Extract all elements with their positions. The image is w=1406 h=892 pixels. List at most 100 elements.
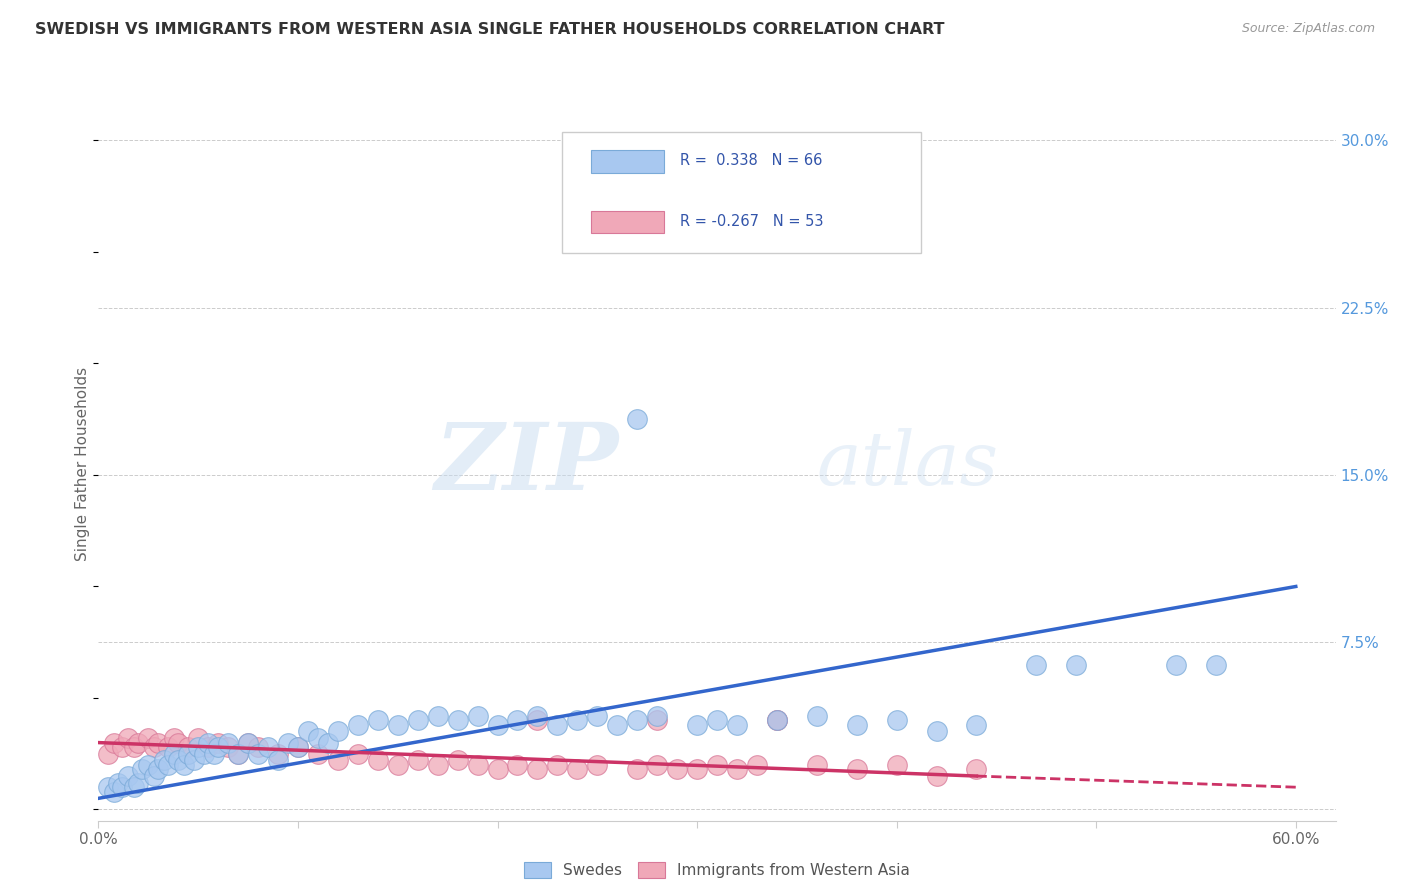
Point [157, 740, 180, 755]
Point [686, 717, 709, 731]
Point [127, 735, 149, 749]
Point [387, 717, 409, 731]
Point [367, 753, 389, 767]
Point [287, 740, 309, 755]
Point [207, 740, 229, 755]
Point [247, 740, 270, 755]
Point [626, 412, 648, 426]
Point [606, 717, 628, 731]
Point [925, 769, 948, 783]
Point [845, 717, 868, 731]
Point [546, 717, 568, 731]
Point [131, 762, 153, 776]
Text: R = -0.267   N = 53: R = -0.267 N = 53 [681, 214, 824, 228]
Point [966, 717, 988, 731]
Point [193, 747, 215, 761]
Point [103, 785, 125, 799]
Point [766, 714, 789, 728]
Point [1205, 657, 1227, 672]
Point [526, 762, 548, 776]
Point [347, 747, 370, 761]
Point [148, 762, 170, 776]
Point [486, 762, 509, 776]
Text: SWEDISH VS IMMIGRANTS FROM WESTERN ASIA SINGLE FATHER HOUSEHOLDS CORRELATION CHA: SWEDISH VS IMMIGRANTS FROM WESTERN ASIA … [35, 22, 945, 37]
Y-axis label: Single Father Households: Single Father Households [75, 367, 90, 561]
Point [645, 757, 668, 772]
Point [197, 740, 219, 755]
FancyBboxPatch shape [591, 150, 664, 173]
Point [247, 747, 270, 761]
Point [626, 762, 648, 776]
Point [966, 762, 988, 776]
Point [467, 757, 489, 772]
Point [136, 731, 159, 746]
Text: R =  0.338   N = 66: R = 0.338 N = 66 [681, 153, 823, 168]
Point [845, 762, 868, 776]
Point [236, 735, 259, 749]
Point [326, 753, 349, 767]
Point [567, 762, 589, 776]
Point [645, 708, 668, 723]
Point [157, 757, 180, 772]
Point [173, 757, 195, 772]
Point [117, 731, 139, 746]
Point [163, 731, 186, 746]
Point [217, 735, 239, 749]
Point [745, 757, 768, 772]
Point [506, 757, 529, 772]
Point [163, 747, 186, 761]
Point [766, 714, 789, 728]
Point [143, 740, 166, 755]
Point [626, 714, 648, 728]
Point [287, 740, 309, 755]
Point [307, 747, 329, 761]
Point [347, 717, 370, 731]
Point [666, 762, 689, 776]
Point [143, 769, 166, 783]
Point [111, 740, 134, 755]
Point [766, 714, 789, 728]
Point [103, 735, 125, 749]
Text: atlas: atlas [815, 427, 998, 500]
Point [645, 714, 668, 728]
Point [706, 714, 728, 728]
Point [187, 740, 209, 755]
Point [97, 780, 120, 794]
Point [277, 735, 299, 749]
Point [406, 753, 429, 767]
Point [267, 747, 290, 761]
Point [426, 708, 449, 723]
Point [153, 753, 176, 767]
Point [326, 724, 349, 739]
Point [526, 714, 548, 728]
Point [367, 714, 389, 728]
Point [207, 735, 229, 749]
Point [806, 757, 828, 772]
Point [124, 740, 146, 755]
Point [586, 757, 609, 772]
Point [197, 735, 219, 749]
Point [567, 714, 589, 728]
Point [467, 708, 489, 723]
Point [148, 735, 170, 749]
Point [1164, 657, 1187, 672]
Point [725, 762, 748, 776]
Point [506, 714, 529, 728]
Point [167, 753, 190, 767]
Point [236, 735, 259, 749]
Point [177, 747, 200, 761]
Point [486, 717, 509, 731]
Point [686, 178, 709, 192]
Point [586, 708, 609, 723]
FancyBboxPatch shape [562, 132, 921, 253]
Point [257, 740, 280, 755]
Point [136, 757, 159, 772]
Point [526, 708, 548, 723]
Point [124, 780, 146, 794]
Text: Source: ZipAtlas.com: Source: ZipAtlas.com [1241, 22, 1375, 36]
Point [127, 775, 149, 790]
Point [725, 717, 748, 731]
Point [297, 724, 319, 739]
Point [107, 775, 129, 790]
Point [406, 714, 429, 728]
